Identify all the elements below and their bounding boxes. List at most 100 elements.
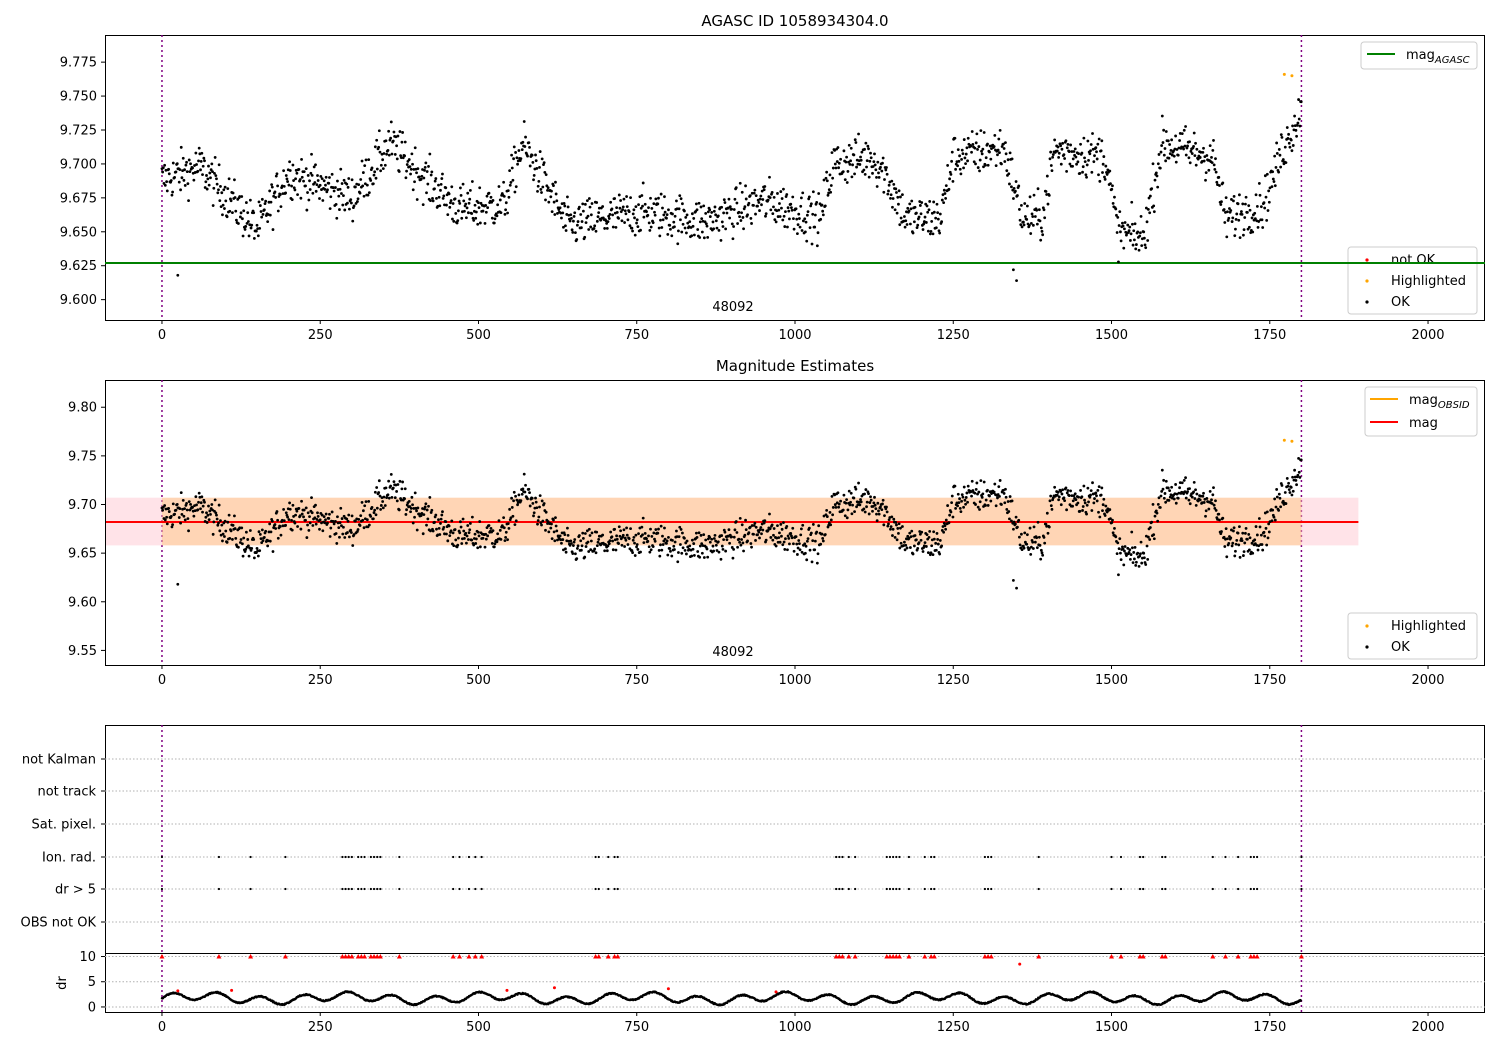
ok-point xyxy=(585,529,589,533)
ok-point xyxy=(762,188,766,192)
ok-point xyxy=(211,508,214,512)
ok-point xyxy=(1164,500,1168,504)
ion-rad-flag-point xyxy=(458,855,461,859)
ok-point xyxy=(777,208,781,212)
ok-point xyxy=(1006,500,1010,503)
ok-point xyxy=(307,198,311,202)
ok-point xyxy=(807,526,811,530)
dr-flag-point xyxy=(847,887,850,891)
ok-point xyxy=(243,550,247,553)
ok-point xyxy=(843,178,847,181)
ok-point xyxy=(1129,553,1133,556)
ok-point xyxy=(1063,157,1067,160)
dr-flag-point xyxy=(379,887,382,891)
dr-capped-marker xyxy=(605,954,611,959)
ok-point xyxy=(866,144,870,148)
dr-flag-point xyxy=(1249,887,1252,891)
ok-point xyxy=(462,529,466,533)
ok-point xyxy=(282,519,286,522)
ok-point xyxy=(813,213,817,217)
ok-point xyxy=(540,157,544,161)
ok-point xyxy=(675,207,679,211)
ok-point xyxy=(339,167,343,171)
ok-point xyxy=(1236,531,1240,535)
ok-point xyxy=(702,556,706,559)
ok-point xyxy=(260,528,264,532)
ok-point xyxy=(858,163,862,166)
ion-rad-flag-point xyxy=(597,855,600,859)
ok-point xyxy=(805,239,809,243)
ok-point xyxy=(573,211,577,215)
ok-point xyxy=(998,494,1001,498)
ok-point xyxy=(324,512,328,516)
ok-point xyxy=(1139,215,1143,218)
ok-point xyxy=(507,527,511,530)
ok-point xyxy=(944,527,948,531)
ok-point xyxy=(935,202,939,206)
ok-point xyxy=(375,167,379,171)
ok-point xyxy=(242,209,246,213)
ok-point xyxy=(963,156,967,160)
ion-rad-flag-point xyxy=(1138,855,1142,859)
ok-point xyxy=(1186,144,1189,148)
ok-point xyxy=(299,196,303,200)
ok-point xyxy=(171,502,175,506)
ok-point xyxy=(437,526,441,530)
ok-point xyxy=(528,491,531,495)
ok-point xyxy=(1204,178,1207,182)
ok-point xyxy=(809,202,813,206)
dr-capped-marker xyxy=(456,954,462,959)
ok-point xyxy=(470,212,474,215)
ok-point xyxy=(620,219,624,223)
dr-capped-marker xyxy=(1162,954,1168,959)
ok-point xyxy=(268,522,272,526)
ok-point xyxy=(994,164,998,168)
ok-point xyxy=(451,217,454,221)
ion-rad-flag-point xyxy=(594,855,597,859)
ok-point xyxy=(261,212,265,216)
ok-point xyxy=(637,203,640,207)
ok-point xyxy=(738,516,742,520)
ok-point xyxy=(1255,205,1259,208)
ok-point xyxy=(880,169,884,173)
dr-capped-marker xyxy=(887,954,893,959)
dr-flag-point xyxy=(1142,887,1145,891)
ok-point xyxy=(801,219,805,223)
ok-point xyxy=(981,147,985,151)
ok-point xyxy=(1144,563,1148,566)
ok-point xyxy=(363,182,367,186)
ok-point xyxy=(538,505,541,509)
ok-point xyxy=(250,223,254,227)
dr-capped-marker xyxy=(282,954,288,959)
ok-point xyxy=(207,504,210,508)
ok-point xyxy=(1025,217,1029,221)
ok-point xyxy=(1207,168,1211,172)
ok-point xyxy=(173,175,177,179)
ok-point xyxy=(905,223,909,226)
ok-point xyxy=(531,501,535,505)
ok-point xyxy=(744,528,748,532)
ok-point xyxy=(1237,218,1241,222)
ok-point xyxy=(1025,542,1029,546)
ok-point xyxy=(1043,216,1047,220)
ok-point xyxy=(1119,239,1123,243)
ok-point xyxy=(366,193,370,197)
ok-point xyxy=(385,496,389,499)
ok-point xyxy=(675,199,678,203)
ok-point xyxy=(202,156,206,160)
ok-point xyxy=(504,201,508,205)
ok-point xyxy=(1286,137,1290,140)
ok-point xyxy=(382,152,386,155)
ok-point xyxy=(962,485,966,489)
ok-point xyxy=(603,549,607,553)
dr-capped-marker xyxy=(472,954,478,959)
ok-point xyxy=(1273,518,1277,522)
dr-flag-point xyxy=(249,887,252,891)
highlighted-point xyxy=(1290,74,1294,78)
ok-point xyxy=(213,498,217,502)
ok-point xyxy=(1049,504,1053,508)
ok-point xyxy=(1089,493,1092,497)
ok-point xyxy=(456,543,460,547)
ok-point xyxy=(495,214,499,218)
ok-point xyxy=(1188,487,1191,491)
